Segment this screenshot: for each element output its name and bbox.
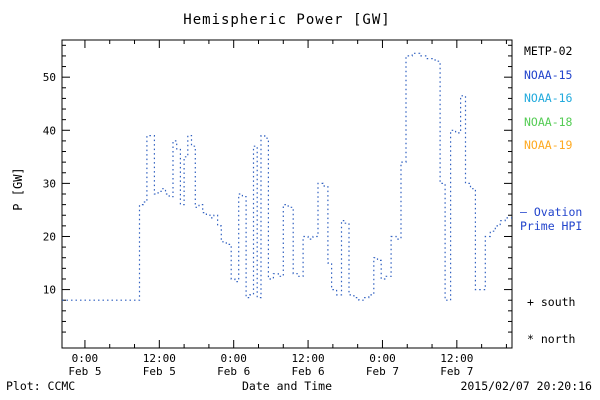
x-tick-time-label: 0:00	[369, 352, 396, 365]
legend-item-metp-02: METP-02	[524, 44, 573, 58]
south-marker-label: + south	[527, 295, 576, 309]
ovation-note-line1: – Ovation	[520, 205, 583, 219]
plot-credit: Plot: CCMC	[6, 379, 76, 393]
satellite-legend: METP-02 NOAA-15 NOAA-16 NOAA-18 NOAA-19	[524, 44, 573, 152]
x-tick-time-label: 0:00	[220, 352, 247, 365]
x-axis-label: Date and Time	[241, 379, 332, 393]
x-tick-date-label: Feb 7	[440, 365, 473, 378]
legend-item-noaa-19: NOAA-19	[524, 138, 573, 152]
x-tick-date-label: Feb 7	[366, 365, 399, 378]
legend-item-noaa-15: NOAA-15	[524, 67, 573, 82]
x-tick-time-label: 0:00	[72, 352, 99, 365]
x-tick-date-label: Feb 6	[292, 365, 325, 378]
y-tick-label: 50	[43, 71, 56, 84]
hpi-step-trace	[62, 52, 512, 301]
x-tick-time-label: 12:00	[440, 352, 473, 365]
y-tick-label: 40	[43, 124, 56, 137]
chart-title: Hemispheric Power [GW]	[183, 12, 391, 28]
north-marker-label: * north	[527, 332, 576, 346]
y-axis-label: P [GW]	[11, 167, 25, 211]
x-tick-time-label: 12:00	[143, 352, 176, 365]
x-tick-date-label: Feb 6	[217, 365, 250, 378]
ovation-note-line2: Prime HPI	[520, 219, 583, 234]
plot-timestamp: 2015/02/07 20:20:16	[460, 379, 592, 393]
y-tick-label: 10	[43, 284, 56, 297]
y-tick-label: 20	[43, 230, 56, 243]
legend-item-noaa-18: NOAA-18	[524, 114, 573, 129]
ovation-prime-note: – Ovation Prime HPI	[520, 205, 582, 234]
x-tick-date-label: Feb 5	[143, 365, 176, 378]
y-tick-label: 30	[43, 177, 56, 190]
x-tick-time-label: 12:00	[292, 352, 325, 365]
x-tick-date-label: Feb 5	[68, 365, 101, 378]
legend-item-noaa-16: NOAA-16	[524, 91, 573, 105]
